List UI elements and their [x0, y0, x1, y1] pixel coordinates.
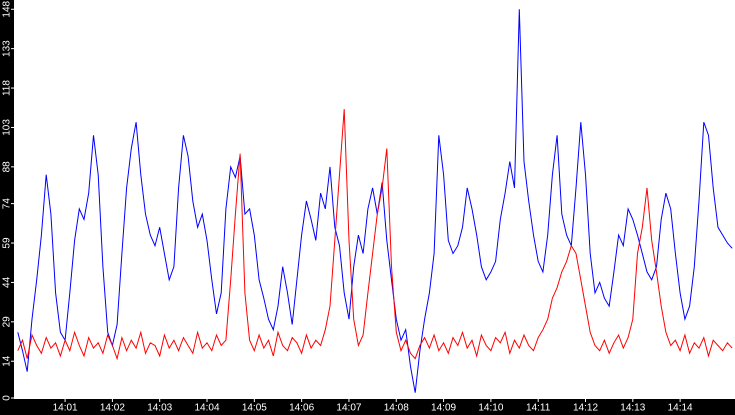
x-tick-label: 14:07: [336, 403, 361, 414]
x-tick-label: 14:09: [431, 403, 456, 414]
y-tick-label: 88: [2, 161, 13, 173]
y-tick-label: 44: [2, 276, 13, 288]
x-axis-strip: [0, 399, 735, 415]
y-tick-label: 29: [2, 316, 13, 328]
x-tick-label: 14:11: [526, 403, 551, 414]
series-line: [17, 109, 733, 361]
x-tick-label: 14:06: [289, 403, 314, 414]
x-tick-label: 14:04: [195, 403, 220, 414]
y-tick-label: 118: [2, 80, 13, 96]
x-tick-label: 14:13: [620, 403, 645, 414]
x-tick-label: 14:02: [100, 403, 125, 414]
x-tick-label: 14:08: [384, 403, 409, 414]
y-tick-label: 103: [2, 119, 13, 136]
x-tick-label: 14:14: [668, 403, 693, 414]
y-tick-label: 74: [2, 198, 13, 210]
y-tick-label: 14: [2, 355, 13, 367]
y-tick-label: 148: [2, 0, 13, 17]
x-tick-label: 14:03: [147, 403, 172, 414]
series-line: [17, 9, 733, 393]
x-tick-label: 14:10: [478, 403, 503, 414]
x-tick-label: 14:05: [242, 403, 267, 414]
x-tick-label: 14:01: [53, 403, 78, 414]
y-tick-label: 0: [2, 395, 13, 401]
x-tick-label: 14:12: [573, 403, 598, 414]
y-tick-label: 59: [2, 237, 13, 249]
y-tick-label: 133: [2, 40, 13, 57]
y-axis-strip: [0, 0, 14, 415]
